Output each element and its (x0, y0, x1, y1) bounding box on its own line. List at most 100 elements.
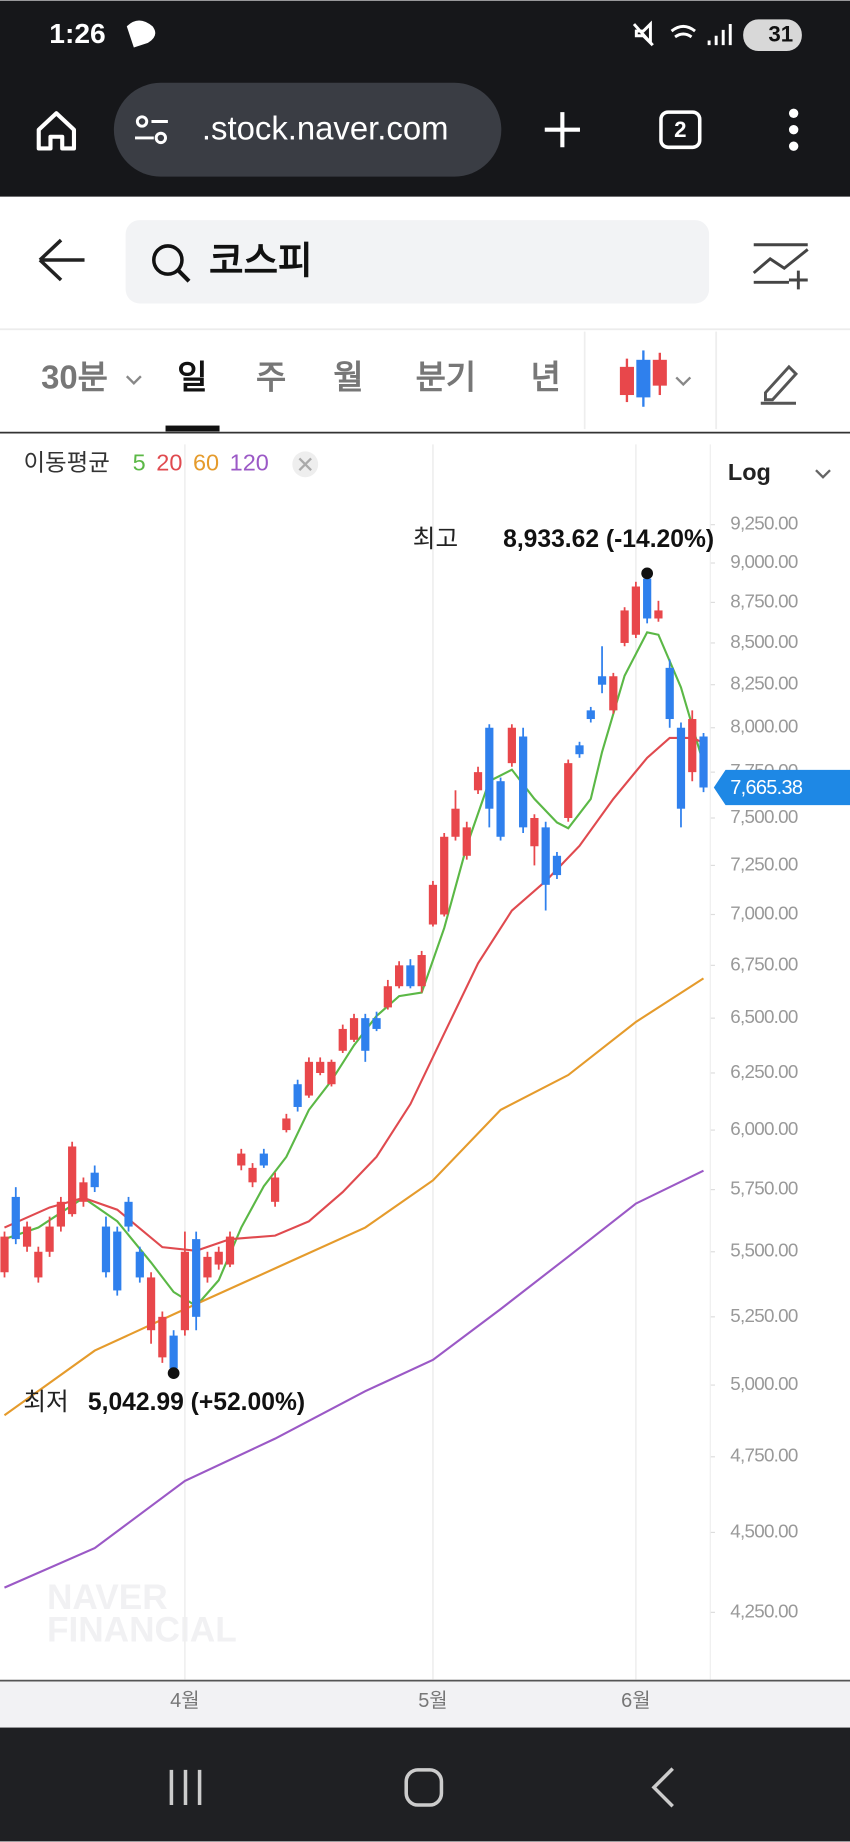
extreme-marker (641, 567, 654, 580)
candle-body (665, 667, 674, 720)
battery (743, 19, 802, 52)
y-tick-label: 7,000.00 (730, 902, 798, 923)
candle-body (101, 1226, 111, 1273)
candle-body (395, 965, 404, 987)
period-tab[interactable]: 분기 (416, 358, 476, 395)
period-tab[interactable]: 30분 (41, 358, 108, 395)
candle-body (34, 1251, 43, 1278)
legend-entry: 5 (133, 450, 146, 476)
home-nav-button[interactable] (404, 1768, 444, 1807)
y-tick-label: 8,250.00 (730, 673, 798, 694)
back-nav-button[interactable] (651, 1767, 674, 1808)
candle-body (349, 1018, 359, 1040)
candle-body (338, 1028, 347, 1051)
candle-body (135, 1251, 144, 1278)
candle-body (485, 727, 494, 809)
candle-body (406, 965, 415, 987)
home-button[interactable] (36, 111, 77, 151)
candle-body (124, 1201, 133, 1227)
candle-body (440, 836, 449, 915)
y-tick-label: 6,250.00 (730, 1061, 798, 1082)
candle-body (304, 1061, 314, 1096)
extreme-marker (167, 1367, 180, 1379)
last-price-tag (713, 769, 850, 806)
candle-body (68, 1146, 77, 1215)
status-time: 1:26 (49, 17, 105, 49)
y-tick-label: 7,250.00 (730, 853, 798, 874)
candle-body (79, 1182, 88, 1202)
candle-body (575, 745, 584, 755)
candle-body (451, 808, 460, 837)
status-icons (632, 20, 732, 47)
last-price-label: 7,665.38 (730, 777, 803, 799)
x-axis-band (0, 1680, 850, 1728)
period-tab[interactable]: 월 (333, 358, 363, 395)
x-tick-label: 6월 (621, 1689, 650, 1712)
candle-body (361, 1018, 370, 1051)
candle-body (699, 736, 708, 788)
y-tick-label: 5,750.00 (730, 1178, 798, 1199)
candle-body (11, 1196, 20, 1240)
compare-button[interactable] (752, 243, 809, 290)
candle-body (22, 1226, 32, 1247)
x-axis: 4월 5월 6월 (170, 1689, 650, 1712)
y-tick-label: 8,500.00 (730, 631, 798, 652)
scale-toggle[interactable]: Log (728, 459, 771, 485)
period-tab[interactable]: 년 (531, 358, 561, 395)
candle-body (462, 827, 471, 856)
y-tick-label: 5,250.00 (730, 1305, 798, 1326)
candle-body (428, 884, 438, 925)
candle-body (270, 1177, 280, 1202)
candle-body (530, 817, 539, 847)
candle-body (0, 1236, 9, 1273)
search-box[interactable] (125, 220, 710, 304)
candle-body (383, 986, 392, 1008)
candle-body (158, 1316, 167, 1358)
back-button[interactable] (38, 238, 85, 282)
candle-body (496, 781, 505, 837)
draw-button[interactable] (760, 364, 799, 405)
candle-body (327, 1061, 336, 1085)
candle-body (293, 1084, 302, 1107)
tab-underline (165, 425, 220, 432)
candle-body (552, 855, 562, 876)
tabs-button[interactable] (659, 110, 702, 150)
x-tick-label: 5월 (418, 1689, 447, 1712)
menu-button[interactable] (788, 108, 799, 151)
candle-body (248, 1167, 257, 1183)
moving-average-line (3, 977, 705, 1417)
y-tick-label: 8,750.00 (730, 590, 798, 611)
legend-entry: 120 (230, 450, 269, 476)
candle-body (45, 1226, 54, 1252)
candle-body (688, 719, 697, 773)
candle-body (417, 955, 426, 987)
y-tick-label: 7,500.00 (730, 806, 798, 827)
recent-apps-button[interactable] (169, 1769, 202, 1806)
y-tick-label: 5,500.00 (730, 1240, 798, 1261)
candle-body (113, 1231, 122, 1291)
candle-body (372, 1018, 381, 1029)
status-icon (126, 20, 156, 48)
search-icon (177, 269, 191, 283)
nav-bar (0, 1727, 850, 1842)
url-bar[interactable] (113, 82, 502, 177)
period-tab[interactable]: 주 (256, 358, 286, 395)
chart-type-button[interactable] (619, 350, 692, 407)
period-tab[interactable]: 일 (177, 358, 207, 395)
site-settings-icon (135, 115, 168, 145)
moving-average-line (4, 1169, 704, 1589)
candle-body (620, 610, 629, 643)
marker-label: 최고 (413, 525, 458, 553)
dropdown-chevron (815, 469, 831, 479)
new-tab-button[interactable] (544, 112, 580, 148)
candle-body (631, 586, 640, 635)
y-tick-label: 6,000.00 (730, 1118, 798, 1139)
y-tick-label: 4,250.00 (730, 1600, 798, 1621)
candle-body (169, 1335, 178, 1369)
marker-value: 5,042.99 (+52.00%) (88, 1389, 305, 1416)
candle-body (586, 710, 595, 720)
y-tick-label: 8,000.00 (730, 716, 798, 737)
y-tick-label: 4,750.00 (730, 1445, 798, 1466)
candle-body (146, 1277, 156, 1331)
